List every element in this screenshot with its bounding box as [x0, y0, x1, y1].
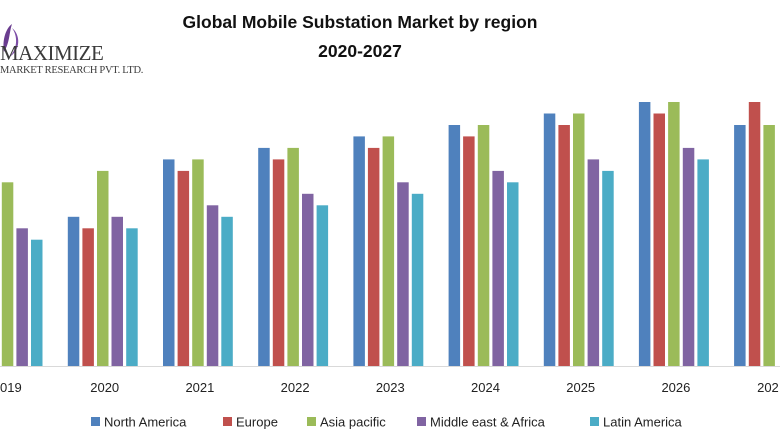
bar-asia-pacific-2027: [763, 125, 775, 366]
bar-asia-pacific-2022: [287, 147, 299, 366]
bar-middle-east-africa-2025: [587, 159, 600, 366]
logo-swirl-icon: [3, 24, 12, 52]
x-tick-label-2020: 2020: [90, 380, 119, 395]
bar-europe-2021: [177, 170, 190, 366]
bar-asia-pacific-2021: [192, 159, 204, 366]
legend: North America Europe Asia pacific Middle ea…: [91, 415, 683, 430]
x-tick-labels: 019 2020 2021 2022 2023 2024 2025 2026 202: [0, 380, 779, 395]
bar-middle-east-africa-2021: [206, 205, 219, 366]
bar-north-america-2020: [67, 216, 80, 366]
bar-middle-east-africa-2024: [492, 170, 504, 366]
bar-middle-east-africa-2022: [302, 193, 314, 366]
bar-asia-pacific-2019: [1, 182, 14, 366]
bar-north-america-2024: [448, 125, 461, 366]
legend-swatch-3: [417, 417, 426, 426]
bar-latin-america-2026: [697, 159, 709, 366]
bar-middle-east-africa-2019: [16, 228, 28, 366]
logo-swirl-icon-2: [8, 28, 19, 58]
bar-north-america-2027: [734, 125, 746, 366]
x-tick-label-2025: 2025: [566, 380, 595, 395]
bar-latin-america-2024: [507, 182, 519, 366]
bar-asia-pacific-2026: [668, 102, 680, 366]
bar-asia-pacific-2025: [573, 113, 585, 366]
logo-line1: MAXIMIZE: [0, 41, 103, 65]
x-tick-label-2019: 019: [0, 380, 22, 395]
bar-north-america-2021: [163, 159, 175, 366]
chart-title-line1: Global Mobile Substation Market by regio…: [183, 12, 538, 32]
legend-swatch-2: [307, 417, 316, 426]
logo-line2: MARKET RESEARCH PVT. LTD.: [0, 65, 143, 76]
bars: [1, 102, 775, 366]
bar-middle-east-africa-2023: [397, 182, 409, 366]
bar-europe-2020: [82, 228, 94, 366]
bar-middle-east-africa-2020: [111, 216, 123, 366]
x-tick-label-2026: 2026: [661, 380, 690, 395]
x-tick-label-2023: 2023: [376, 380, 405, 395]
bar-asia-pacific-2020: [97, 170, 109, 366]
bar-europe-2023: [367, 147, 380, 366]
legend-swatch-1: [223, 417, 232, 426]
x-tick-label-2022: 2022: [281, 380, 310, 395]
logo: MAXIMIZE MARKET RESEARCH PVT. LTD.: [0, 24, 143, 76]
legend-label-2: Asia pacific: [320, 415, 386, 430]
legend-swatch-0: [91, 417, 100, 426]
x-tick-label-2024: 2024: [471, 380, 500, 395]
bar-north-america-2025: [543, 113, 556, 366]
bar-latin-america-2022: [316, 205, 329, 366]
bar-europe-2025: [558, 125, 570, 366]
legend-label-3: Middle east & Africa: [430, 415, 546, 430]
bar-europe-2026: [653, 113, 665, 366]
bar-latin-america-2025: [602, 170, 614, 366]
bar-middle-east-africa-2026: [682, 147, 695, 366]
bar-north-america-2023: [353, 136, 365, 366]
bar-latin-america-2023: [411, 193, 424, 366]
x-tick-label-2027: 202: [757, 380, 779, 395]
bar-europe-2022: [272, 159, 285, 366]
legend-label-4: Latin America: [603, 415, 683, 430]
x-tick-label-2021: 2021: [185, 380, 214, 395]
bar-asia-pacific-2023: [382, 136, 395, 366]
legend-swatch-4: [590, 417, 599, 426]
bar-north-america-2026: [638, 102, 651, 366]
bar-europe-2027: [748, 102, 761, 366]
bar-europe-2024: [463, 136, 475, 366]
bar-latin-america-2019: [31, 239, 43, 366]
bar-latin-america-2020: [126, 228, 138, 366]
bar-asia-pacific-2024: [477, 125, 490, 366]
legend-label-1: Europe: [236, 415, 278, 430]
bar-north-america-2022: [258, 147, 270, 366]
chart-title-line2: 2020-2027: [318, 41, 402, 61]
legend-label-0: North America: [104, 415, 187, 430]
bar-latin-america-2021: [221, 216, 233, 366]
